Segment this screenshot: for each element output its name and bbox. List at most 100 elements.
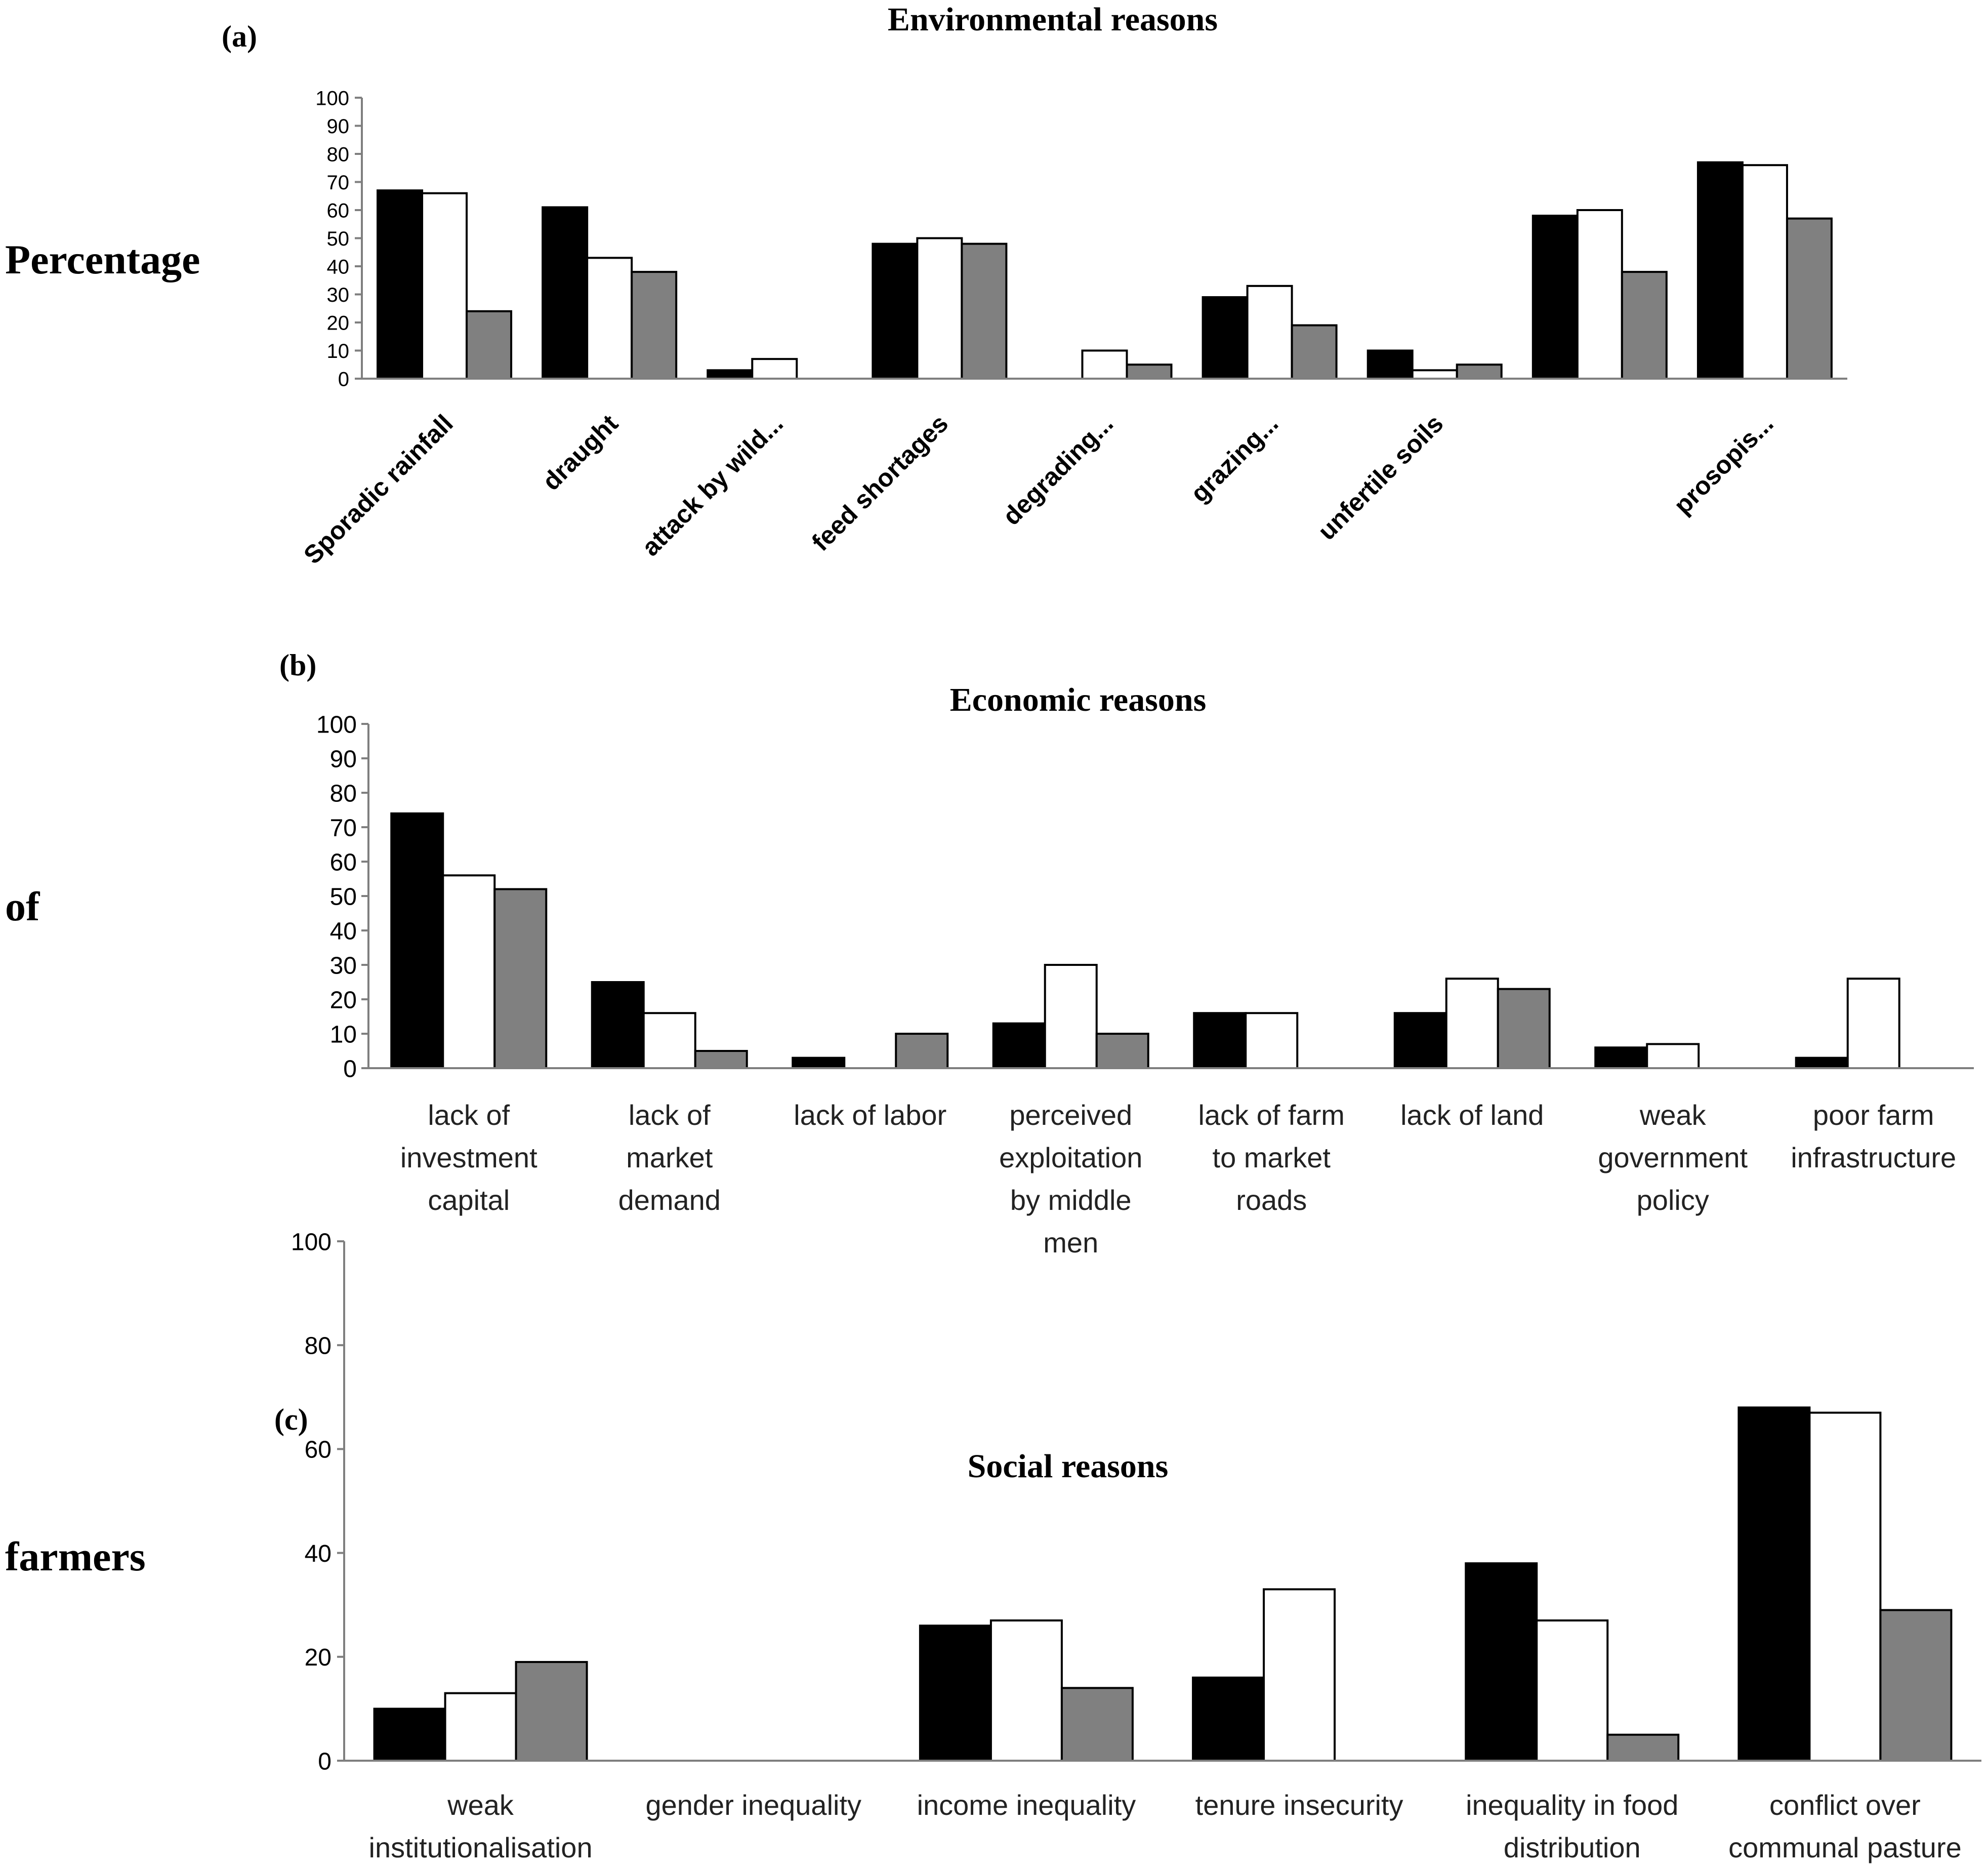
bar-2-cat-6: [1246, 285, 1293, 380]
bar-3-cat-6: [1291, 324, 1338, 380]
bar-2-cat-2: [642, 1012, 696, 1069]
bar-1-cat-1: [373, 1708, 446, 1762]
bar-2-cat-4: [1044, 964, 1098, 1069]
y-tick-label: 80: [305, 1332, 332, 1359]
y-tick-label: 100: [316, 711, 357, 738]
bar-2-cat-3: [751, 358, 798, 380]
bar-3-cat-6: [1497, 988, 1551, 1069]
bar-1-cat-9: [1696, 161, 1744, 380]
y-tick-label: 30: [327, 284, 350, 306]
x-category-label: men: [1043, 1227, 1098, 1259]
bar-1-cat-4: [992, 1022, 1046, 1069]
y-tick-label: 80: [330, 780, 357, 807]
ylabel-percentage: Percentage: [5, 236, 200, 282]
x-category-label: exploitation: [999, 1142, 1142, 1173]
x-category-label: lack of land: [1400, 1099, 1544, 1131]
bar-1-cat-4: [1192, 1676, 1265, 1762]
x-category-label: gender inequality: [645, 1789, 861, 1821]
y-tick-label: 50: [327, 228, 350, 250]
bar-2-cat-5: [1245, 1012, 1299, 1069]
bar-2-cat-5: [1081, 349, 1128, 380]
bar-1-cat-3: [792, 1057, 846, 1070]
y-tick-label: 60: [305, 1437, 332, 1464]
y-tick-label: 100: [315, 87, 349, 109]
bar-2-cat-4: [1263, 1588, 1336, 1762]
bar-2-cat-7: [1646, 1043, 1700, 1069]
bar-2-cat-8: [1576, 209, 1623, 380]
bar-3-cat-2: [631, 271, 678, 380]
panel-economic: (b) Economic reasons 0 10 20 30 40 50 60 70 80 90…: [279, 648, 1974, 1259]
y-tick-label: 80: [327, 143, 350, 166]
bar-1-cat-1: [390, 812, 444, 1070]
y-tick-label: 50: [330, 883, 357, 910]
y-tick-label: 10: [330, 1021, 357, 1048]
x-category-label: conflict over: [1769, 1789, 1921, 1821]
chart-title-economic: Economic reasons: [950, 681, 1207, 718]
y-tick-label: 10: [327, 340, 350, 362]
bar-2-cat-5: [1536, 1619, 1609, 1762]
y-tick-label: 90: [330, 746, 357, 773]
bar-2-cat-8: [1846, 978, 1900, 1069]
y-tick-label: 40: [330, 918, 357, 945]
bar-3-cat-1: [515, 1661, 588, 1762]
y-tick-label: 0: [343, 1056, 357, 1082]
y-tick-label: 40: [305, 1540, 332, 1567]
y-tick-label: 20: [327, 312, 350, 334]
panel-label-a: (a): [222, 20, 257, 53]
bar-2-cat-1: [442, 874, 496, 1069]
chart-title-environmental: Environmental reasons: [888, 1, 1218, 38]
y-tick-label: 20: [305, 1644, 332, 1671]
bar-1-cat-8: [1795, 1057, 1849, 1070]
bar-1-cat-7: [1366, 349, 1414, 380]
bar-1-cat-8: [1531, 215, 1579, 380]
y-tick-label: 100: [291, 1229, 332, 1255]
x-category-label: infrastructure: [1791, 1142, 1956, 1173]
bar-1-cat-6: [1393, 1012, 1447, 1069]
x-category-label: lack of labor: [794, 1099, 946, 1131]
x-category-label: tenure insecurity: [1195, 1789, 1403, 1821]
bar-3-cat-4: [1095, 1033, 1149, 1069]
panel-label-c: (c): [274, 1403, 308, 1436]
x-category-label: lack of: [428, 1099, 510, 1131]
ylabel-of: of: [5, 883, 40, 929]
x-category-label: lack of: [629, 1099, 711, 1131]
x-category-label: inequality in food: [1466, 1789, 1678, 1821]
x-category-label: weak: [1639, 1099, 1707, 1131]
bar-2-cat-7: [1411, 369, 1458, 380]
bar-2-cat-3: [989, 1619, 1063, 1762]
x-category-label: policy: [1637, 1184, 1709, 1216]
bar-3-cat-3: [1060, 1687, 1134, 1762]
bar-1-cat-5: [1465, 1562, 1538, 1762]
bar-2-cat-2: [586, 257, 633, 380]
x-category-label: communal pasture: [1728, 1832, 1962, 1863]
bar-1-cat-5: [1193, 1012, 1247, 1069]
bar-3-cat-7: [1456, 363, 1503, 380]
bar-1-cat-3: [919, 1625, 992, 1762]
bar-3-cat-8: [1621, 271, 1668, 380]
x-category-label: institutionalisation: [369, 1832, 593, 1863]
x-category-label: to market: [1213, 1142, 1331, 1173]
y-tick-label: 30: [330, 952, 357, 979]
bar-2-cat-6: [1445, 978, 1499, 1069]
bar-2-cat-1: [421, 192, 468, 380]
y-tick-label: 0: [338, 368, 349, 390]
bar-3-cat-1: [493, 888, 548, 1070]
y-tick-label: 40: [327, 256, 350, 278]
bar-1-cat-6: [1737, 1406, 1811, 1762]
bar-3-cat-6: [1879, 1609, 1953, 1762]
panel-label-b: (b): [279, 648, 316, 682]
bar-3-cat-5: [1126, 363, 1173, 380]
x-category-label: roads: [1236, 1184, 1307, 1216]
bar-3-cat-9: [1786, 217, 1833, 380]
x-category-label: poor farm: [1813, 1099, 1934, 1131]
ylabel-farmers: farmers: [5, 1533, 146, 1579]
x-category-label: weak: [447, 1789, 514, 1821]
bar-1-cat-1: [377, 189, 424, 380]
y-tick-label: 70: [327, 172, 350, 194]
x-category-label: income inequality: [917, 1789, 1136, 1821]
y-tick-label: 0: [318, 1748, 332, 1775]
y-tick-label: 60: [330, 849, 357, 876]
x-category-label: by middle: [1010, 1184, 1132, 1216]
panel-social: (c) Social reasons 0 20 40 60 80 100 weak insti…: [274, 1229, 1981, 1863]
